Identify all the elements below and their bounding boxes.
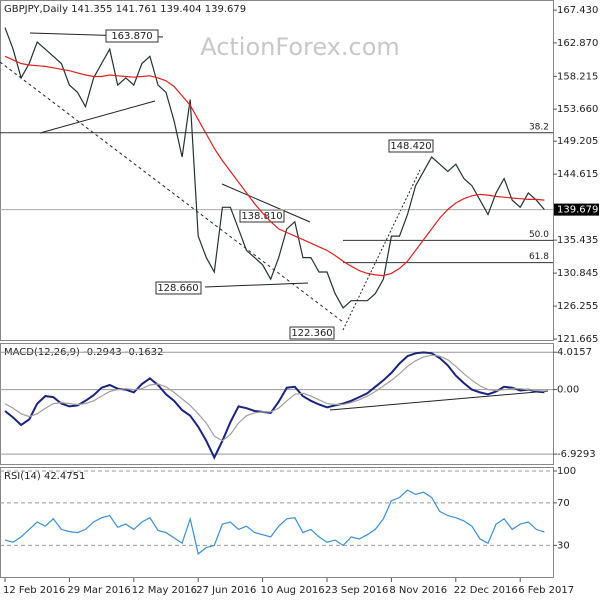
y-tick-label: 121.665 <box>557 334 598 345</box>
x-tick-label: 27 Jun 2016 <box>196 585 256 596</box>
x-tick-label: 12 May 2016 <box>132 585 197 596</box>
y-tick-label: 30 <box>557 540 570 551</box>
last-price-box <box>554 203 599 216</box>
y-tick-label: 167.430 <box>557 5 598 16</box>
y-tick-label: 4.0157 <box>557 347 592 358</box>
annotation: 163.870 <box>111 31 152 42</box>
x-tick-label: 29 Mar 2016 <box>67 585 130 596</box>
annotation: 138.810 <box>241 211 282 222</box>
x-tick-label: 6 Feb 2017 <box>518 585 574 596</box>
x-tick-label: 8 Nov 2016 <box>389 585 447 596</box>
series-line <box>4 351 545 460</box>
y-tick-label: 158.215 <box>557 71 598 82</box>
watermark: ActionForex.com <box>200 33 400 61</box>
y-tick-label: 100 <box>557 466 576 477</box>
rsi-panel <box>0 467 554 578</box>
annotation: 128.660 <box>157 283 198 294</box>
series-line <box>4 489 545 555</box>
x-tick-label: 23 Sep 2016 <box>325 585 388 596</box>
price-panel <box>0 0 554 341</box>
y-tick-label: 153.660 <box>557 104 598 115</box>
series-line <box>4 27 545 309</box>
annotations: 163.870 148.420 138.810 128.660 122.360 <box>105 29 434 340</box>
y-tick-label: 162.870 <box>557 38 598 49</box>
x-tick-label: 10 Aug 2016 <box>261 585 325 596</box>
y-tick-label: 130.845 <box>557 268 598 279</box>
trendlines <box>0 32 549 411</box>
y-tick-label: 144.615 <box>557 169 598 180</box>
fib-label: 38.2 <box>529 122 549 132</box>
fib-label: 61.8 <box>529 252 549 262</box>
y-tick-label: 135.435 <box>557 235 598 246</box>
x-tick-label: 22 Dec 2016 <box>454 585 518 596</box>
y-tick-label: -6.9293 <box>557 449 596 460</box>
annotation: 122.360 <box>291 328 332 339</box>
fib-label: 50.0 <box>529 230 549 240</box>
x-tick-label: 12 Feb 2016 <box>3 585 65 596</box>
series-line <box>4 55 545 277</box>
last-price-label: 139.679 <box>557 205 598 216</box>
y-tick-label: 0.00 <box>557 385 579 396</box>
annotation: 148.420 <box>390 141 431 152</box>
series-line <box>4 354 545 442</box>
price-title: GBPJPY,Daily 141.355 141.761 139.404 139… <box>4 4 246 15</box>
rsi-title: RSI(14) 42.4751 <box>4 471 85 482</box>
y-tick-label: 149.205 <box>557 136 598 147</box>
macd-panel <box>0 343 554 465</box>
y-tick-label: 126.255 <box>557 301 598 312</box>
y-tick-label: 70 <box>557 498 570 509</box>
